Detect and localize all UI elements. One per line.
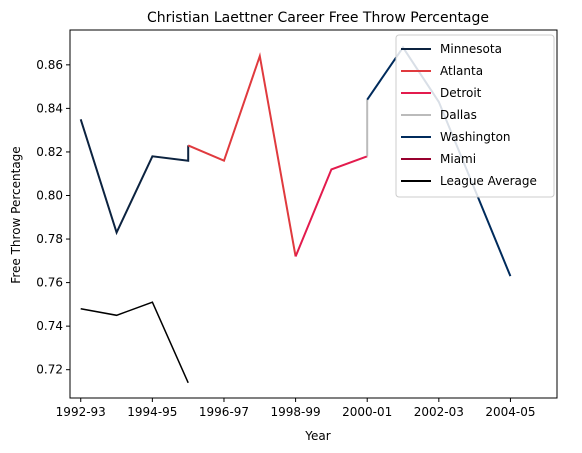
- plot-area: 1992-93 1994-95 1996-97 1998-99 2000-01 2002-…: [36, 29, 558, 419]
- series-line-atlanta: [187, 52, 297, 257]
- y-tick-label: 0.80: [36, 188, 63, 202]
- chart-title: Christian Laettner Career Free Throw Per…: [147, 10, 489, 26]
- series-line-detroit: [294, 155, 368, 257]
- legend-label-minnesota: Minnesota: [440, 42, 502, 56]
- y-tick-label: 0.82: [36, 145, 63, 159]
- legend-label-dallas: Dallas: [440, 108, 477, 122]
- axes-frame: [69, 29, 558, 399]
- series-line-league-average: [80, 301, 189, 384]
- y-tick-label: 0.78: [36, 232, 63, 246]
- x-axis-label: Year: [304, 429, 330, 443]
- legend-label-atlanta: Atlanta: [440, 64, 483, 78]
- x-tick-label: 1996-97: [199, 405, 249, 419]
- x-tick-label: 1992-93: [56, 405, 106, 419]
- x-tick-label: 2000-01: [342, 405, 392, 419]
- x-tick-label: 2002-03: [414, 405, 464, 419]
- legend-label-league-average: League Average: [440, 174, 537, 188]
- legend-label-miami: Miami: [440, 152, 476, 166]
- x-tick-label: 1994-95: [127, 405, 177, 419]
- y-axis-label: Free Throw Percentage: [9, 146, 23, 283]
- y-tick-label: 0.86: [36, 58, 63, 72]
- legend: Minnesota Atlanta Detroit Dallas Washington M…: [395, 34, 555, 198]
- legend-label-washington: Washington: [440, 130, 511, 144]
- x-tick-label: 1998-99: [271, 405, 321, 419]
- y-tick-label: 0.84: [36, 101, 63, 115]
- legend-label-detroit: Detroit: [440, 86, 482, 100]
- y-tick-label: 0.74: [36, 319, 63, 333]
- y-tick-label: 0.76: [36, 276, 63, 290]
- series-line-minnesota: [79, 118, 190, 236]
- x-tick-label: 2004-05: [485, 405, 535, 419]
- legend-box: [395, 34, 555, 198]
- y-tick-label: 0.72: [36, 363, 63, 377]
